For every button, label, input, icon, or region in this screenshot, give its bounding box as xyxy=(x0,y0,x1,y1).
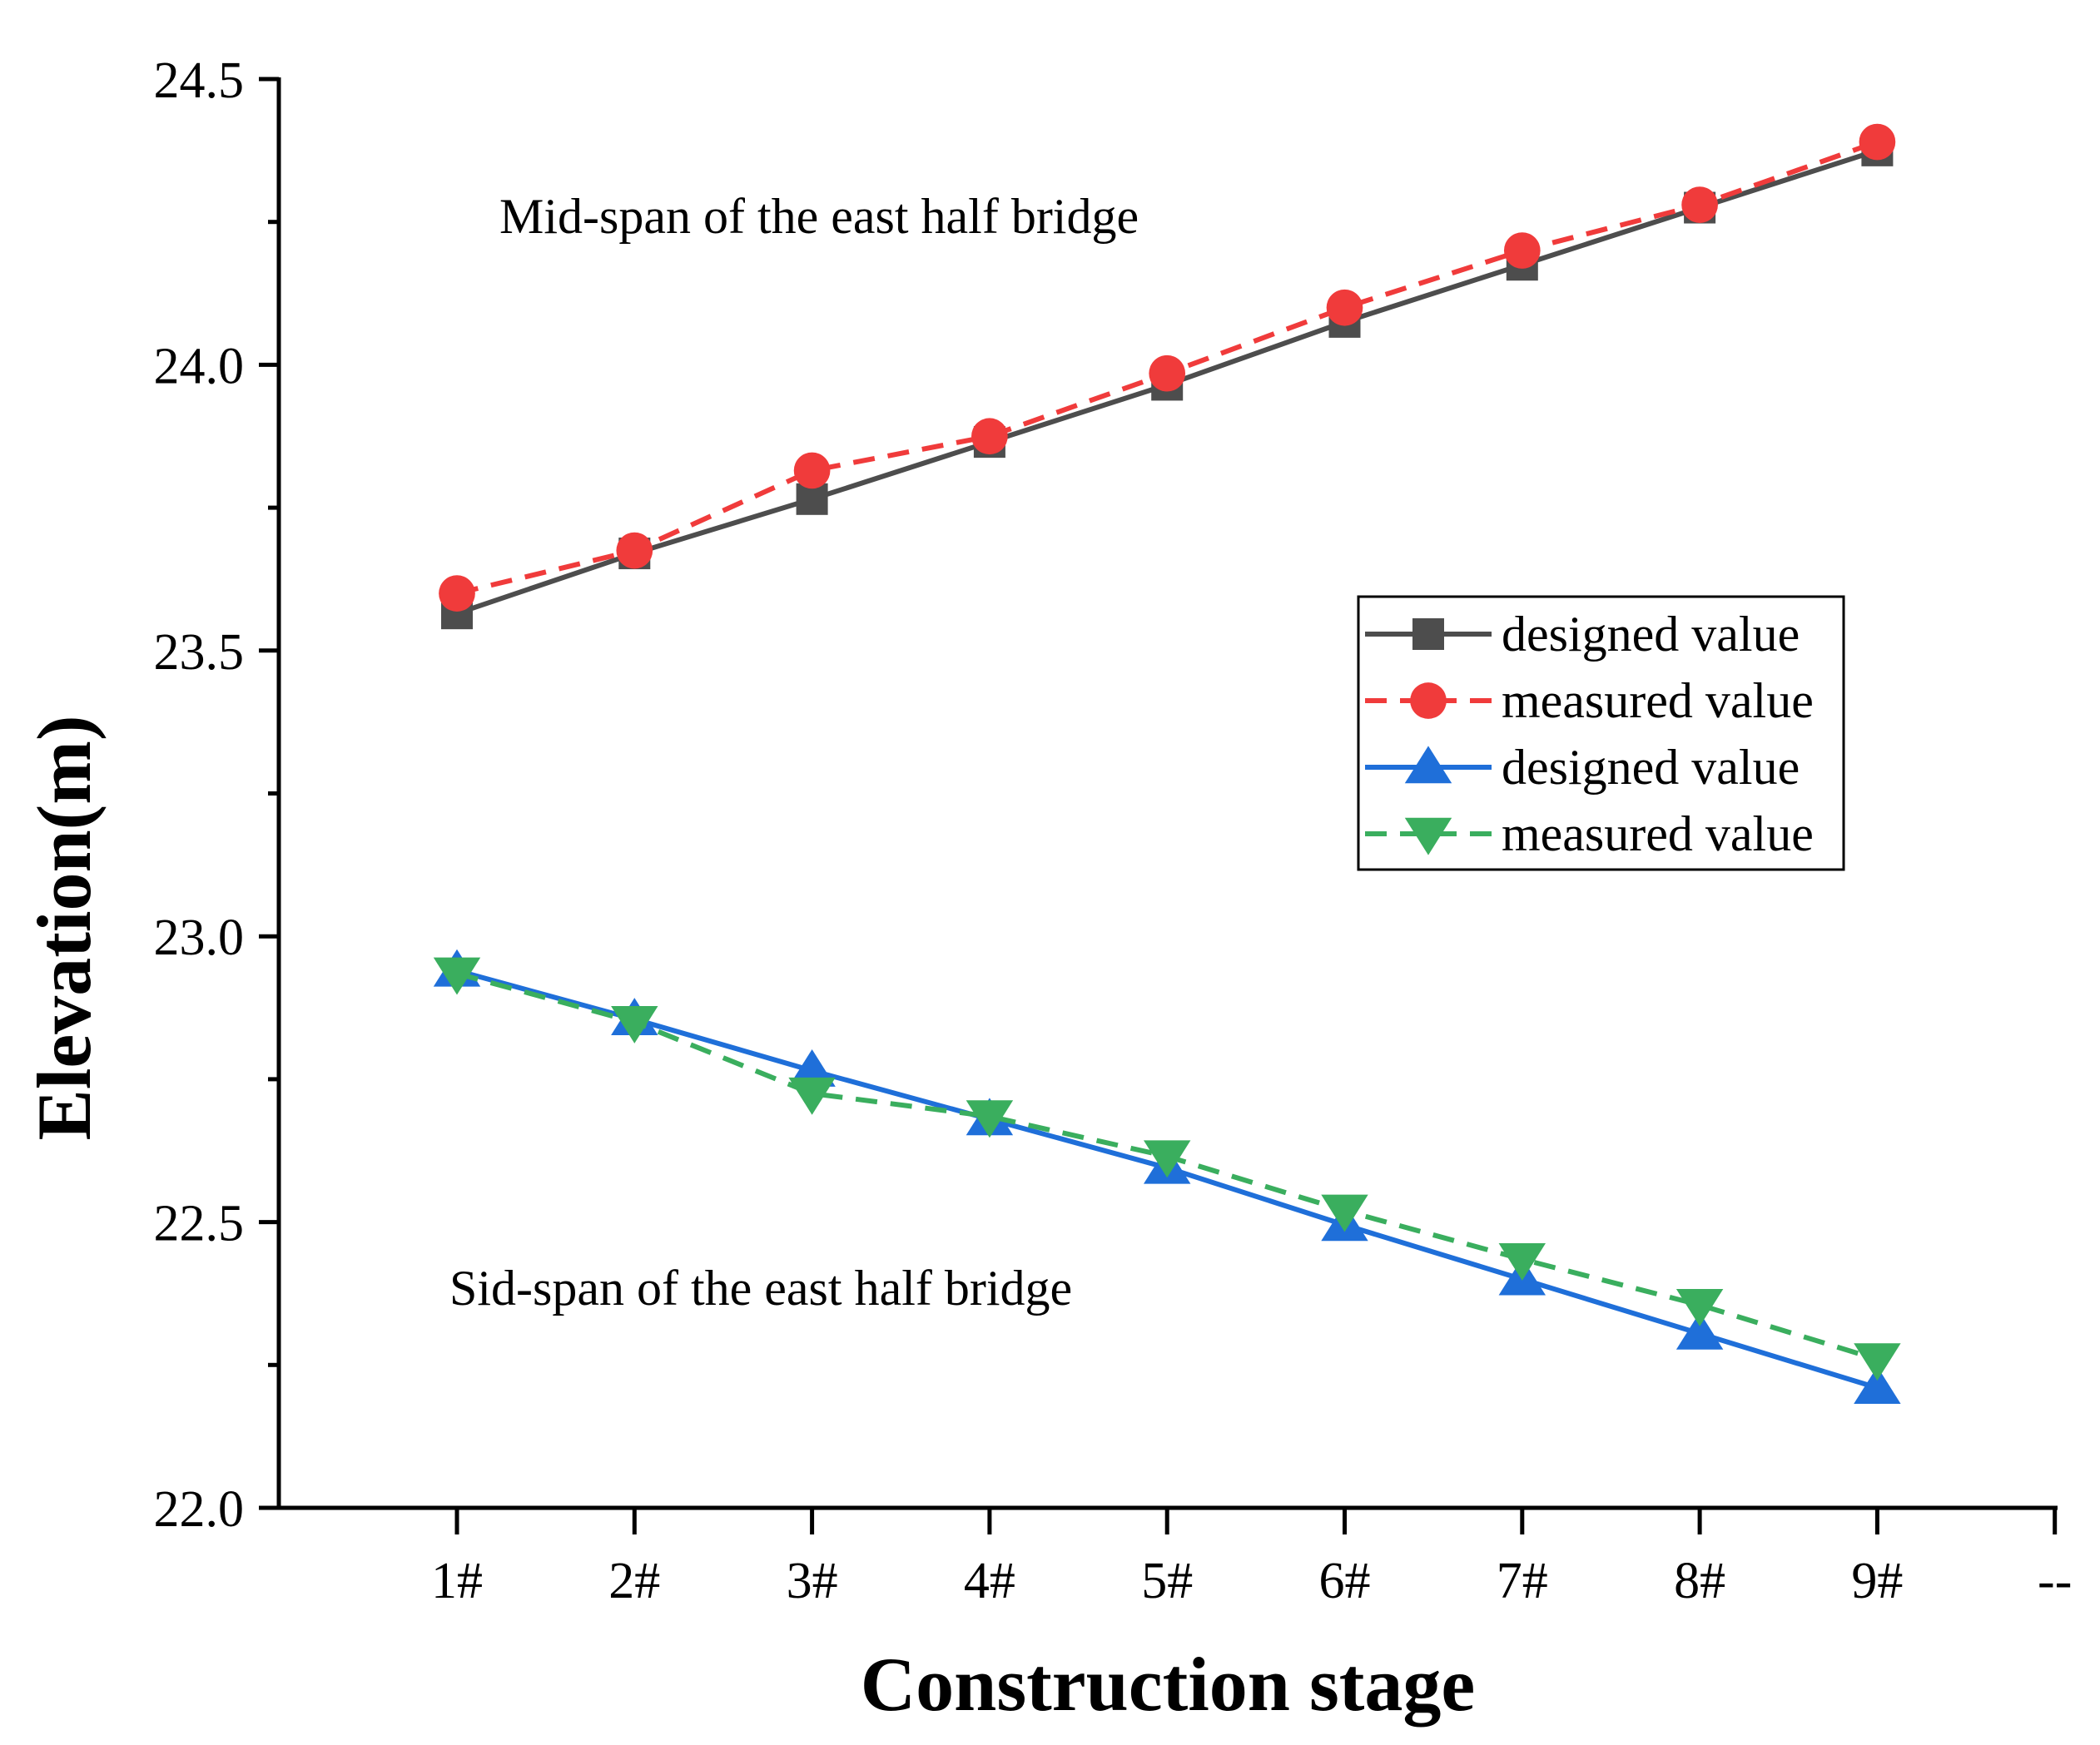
x-tick-label: 8# xyxy=(1674,1553,1725,1609)
legend-item: designed value xyxy=(1365,607,1800,662)
data-point xyxy=(1149,354,1186,392)
y-tick-label: 23.5 xyxy=(154,624,245,681)
x-tick-label: -- xyxy=(2038,1553,2072,1609)
legend-label: measured value xyxy=(1502,806,1814,861)
x-tick-label: 1# xyxy=(431,1553,483,1609)
data-point xyxy=(788,1048,836,1087)
legend-label: measured value xyxy=(1502,673,1814,728)
data-point xyxy=(616,532,653,569)
y-tick-label: 22.5 xyxy=(154,1196,245,1252)
x-tick-label: 4# xyxy=(964,1553,1015,1609)
annotation-mid-span: Mid-span of the east half bridge xyxy=(499,189,1139,244)
data-point xyxy=(1321,1194,1368,1232)
data-point xyxy=(971,418,1008,455)
legend-marker xyxy=(1404,746,1452,784)
legend-marker xyxy=(1412,618,1444,650)
legend-item: measured value xyxy=(1365,806,1814,861)
y-axis-title: Elevation(m) xyxy=(22,715,107,1140)
y-tick-label: 24.5 xyxy=(154,52,245,109)
x-tick-label: 7# xyxy=(1497,1553,1548,1609)
legend-marker xyxy=(1410,682,1447,719)
x-tick-label: 6# xyxy=(1319,1553,1371,1609)
y-tick-label: 23.0 xyxy=(154,910,245,966)
data-point xyxy=(1503,232,1541,269)
data-point xyxy=(1854,1366,1901,1405)
annotation-side-span: Sid-span of the east half bridge xyxy=(449,1261,1072,1316)
data-point xyxy=(611,1005,658,1044)
series-4 xyxy=(433,957,1901,1381)
data-point xyxy=(1676,1311,1724,1350)
legend-item: designed value xyxy=(1365,740,1800,795)
series-2 xyxy=(439,123,1896,612)
data-point xyxy=(1676,1288,1724,1326)
data-point xyxy=(1326,289,1363,326)
data-point xyxy=(1498,1243,1546,1281)
series-layer xyxy=(433,123,1901,1405)
legend-label: designed value xyxy=(1502,607,1800,662)
legend-marker xyxy=(1404,817,1452,855)
data-point xyxy=(1143,1140,1191,1178)
data-point xyxy=(966,1100,1014,1138)
x-tick-label: 5# xyxy=(1141,1553,1193,1609)
x-axis-title: Construction stage xyxy=(861,1642,1476,1727)
data-point xyxy=(1859,123,1896,161)
data-point xyxy=(439,575,475,612)
legend: designed value measured value designed val… xyxy=(1357,595,1845,871)
data-point xyxy=(433,957,481,995)
data-point xyxy=(793,452,831,489)
legend-item: measured value xyxy=(1365,673,1814,728)
data-point xyxy=(1854,1343,1901,1381)
x-tick-label: 3# xyxy=(787,1553,838,1609)
legend-label: designed value xyxy=(1502,740,1800,795)
x-tick-label: 2# xyxy=(608,1553,660,1609)
y-tick-label: 22.0 xyxy=(154,1481,245,1538)
axes: 22.0 22.5 23.0 23.5 24.0 24.5 1# 2# 3# 4# 5# 6# 7# 8#… xyxy=(154,52,2073,1609)
data-point xyxy=(788,1077,836,1115)
y-tick-label: 24.0 xyxy=(154,338,245,394)
x-tick-label: 9# xyxy=(1851,1553,1903,1609)
data-point xyxy=(1681,186,1718,223)
